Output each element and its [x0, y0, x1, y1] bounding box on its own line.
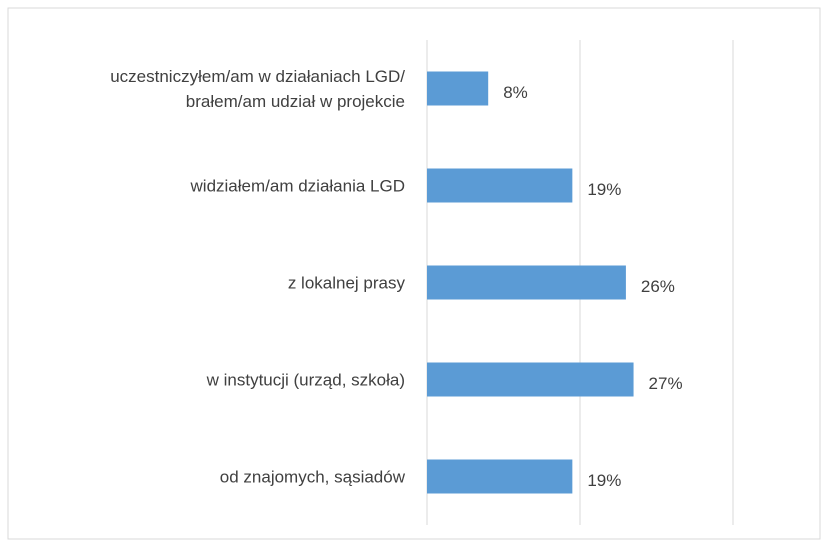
data-label: 27%: [648, 373, 683, 393]
bar: [427, 265, 626, 300]
data-label: 19%: [587, 470, 622, 490]
bar: [427, 71, 489, 106]
bar: [427, 362, 634, 397]
data-label: 26%: [640, 276, 675, 296]
data-label: 19%: [587, 179, 622, 199]
bar: [427, 459, 573, 494]
category-label: widziałem/am działania LGD: [190, 176, 405, 195]
chart-border: [7, 7, 821, 540]
category-label: od znajomych, sąsiadów: [219, 467, 405, 486]
category-label: w instytucji (urząd, szkoła): [206, 370, 405, 389]
bar: [427, 168, 573, 203]
data-label: 8%: [503, 82, 528, 102]
category-label: z lokalnej prasy: [287, 273, 405, 292]
category-label: uczestniczyłem/am w działaniach LGD/ bra…: [110, 66, 405, 111]
